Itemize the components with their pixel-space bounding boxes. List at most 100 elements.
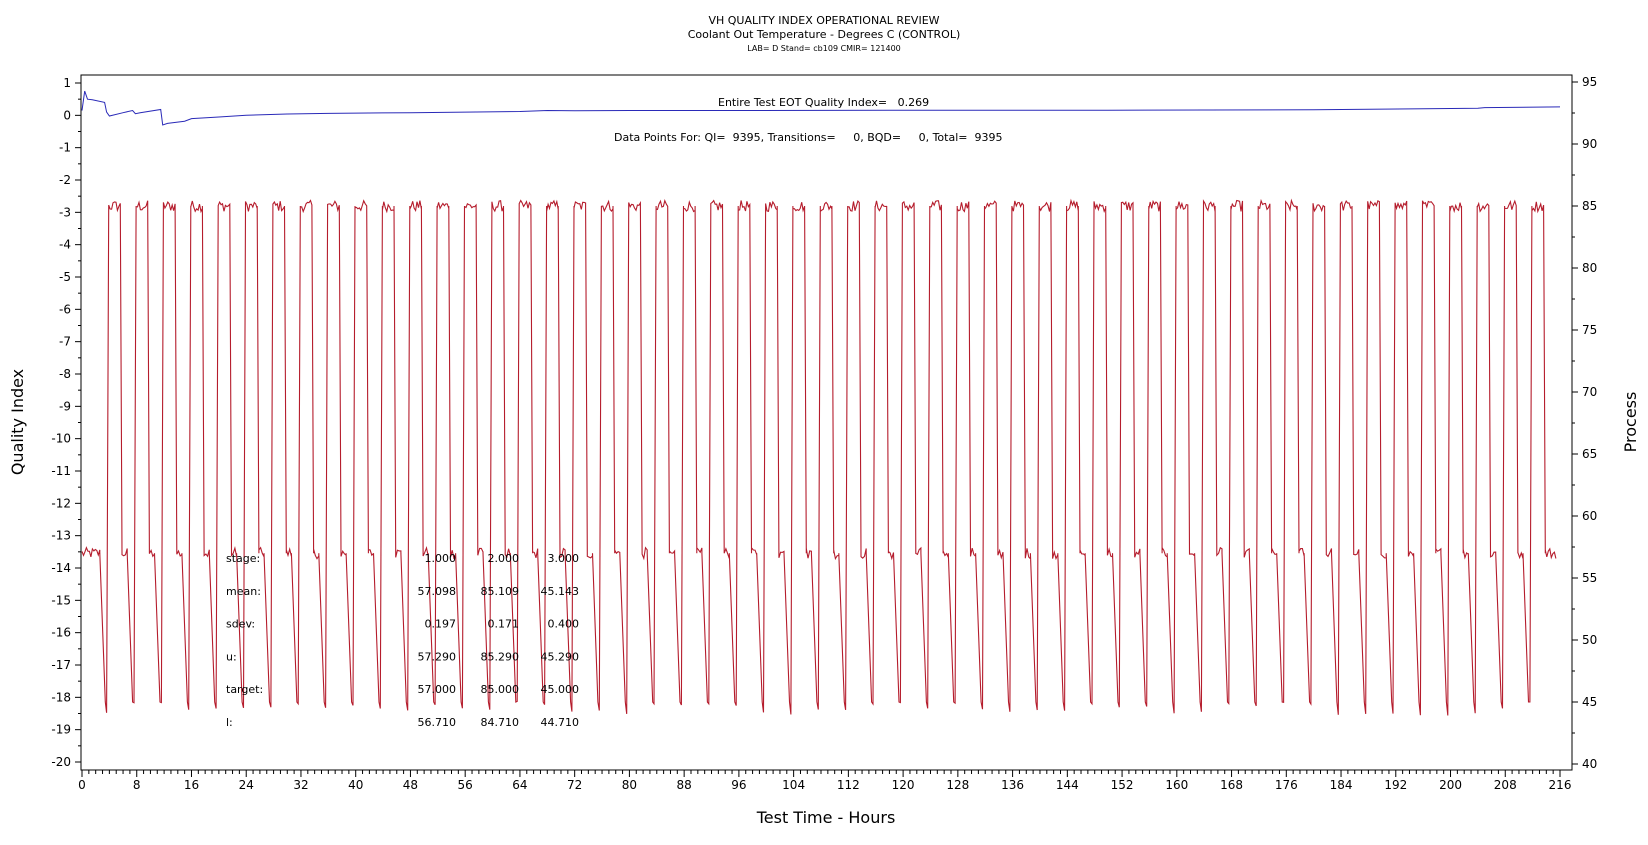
x-tick-label: 8: [133, 778, 141, 792]
y-right-tick-label: 60: [1582, 509, 1597, 523]
x-tick-label: 120: [892, 778, 915, 792]
x-tick-label: 64: [512, 778, 527, 792]
y-right-tick-label: 45: [1582, 695, 1597, 709]
stats-row-label: target:: [226, 683, 263, 696]
stats-table: stage: 1.000 2.000 3.000 mean: 57.098 85.109 45…: [226, 552, 579, 729]
series-layer: [81, 90, 1561, 716]
x-tick-label: 176: [1275, 778, 1298, 792]
stats-value: 84.710: [481, 716, 520, 729]
x-axis: 0 8 16 24 32 40 48 56 64 72 80 88 96 104 112 120 128 136 1…: [78, 770, 1571, 792]
stats-value: 2.000: [488, 552, 520, 565]
x-tick-label: 24: [239, 778, 254, 792]
x-tick-label: 48: [403, 778, 418, 792]
stats-value: 57.000: [418, 683, 457, 696]
y-axis-right: 95 90 85 80 75 70 65 60 55 50 45 40: [1572, 75, 1597, 771]
chart-title: VH QUALITY INDEX OPERATIONAL REVIEW: [708, 14, 939, 27]
chart-subtitle: Coolant Out Temperature - Degrees C (CON…: [688, 28, 961, 41]
y-left-tick-label: -7: [59, 335, 71, 349]
quality-index-line: [81, 90, 1561, 126]
x-tick-label: 152: [1111, 778, 1134, 792]
stats-value: 45.143: [541, 585, 580, 598]
stats-row-label: mean:: [226, 585, 261, 598]
y-right-tick-label: 80: [1582, 261, 1597, 275]
x-tick-label: 192: [1384, 778, 1407, 792]
x-tick-label: 96: [731, 778, 746, 792]
x-tick-label: 184: [1330, 778, 1353, 792]
x-tick-label: 208: [1494, 778, 1517, 792]
stats-value: 0.197: [425, 618, 457, 631]
y-left-tick-label: -1: [59, 141, 71, 155]
x-tick-label: 72: [567, 778, 582, 792]
stats-row-label: sdev:: [226, 618, 255, 631]
stats-value: 44.710: [541, 716, 580, 729]
y-left-tick-label: -20: [51, 755, 71, 769]
stats-value: 85.290: [481, 650, 520, 663]
y-left-tick-label: -16: [51, 626, 71, 640]
x-tick-label: 144: [1056, 778, 1079, 792]
x-tick-label: 160: [1165, 778, 1188, 792]
y-axis-right-title: Process: [1621, 392, 1640, 453]
y-left-tick-label: -10: [51, 432, 71, 446]
y-right-tick-label: 55: [1582, 571, 1597, 585]
y-left-tick-label: -3: [59, 205, 71, 219]
y-right-tick-label: 65: [1582, 447, 1597, 461]
stats-value: 45.290: [541, 650, 580, 663]
y-left-tick-label: -5: [59, 270, 71, 284]
x-tick-label: 88: [677, 778, 692, 792]
stats-value: 1.000: [425, 552, 457, 565]
data-points-annotation: Data Points For: QI= 9395, Transitions= …: [614, 131, 1002, 144]
stats-value: 45.000: [541, 683, 580, 696]
x-tick-label: 16: [184, 778, 199, 792]
x-tick-label: 0: [78, 778, 86, 792]
y-right-tick-label: 75: [1582, 323, 1597, 337]
stats-value: 85.109: [481, 585, 520, 598]
quality-index-annotation: Entire Test EOT Quality Index= 0.269: [718, 96, 929, 109]
stats-value: 57.290: [418, 650, 457, 663]
y-left-tick-label: 0: [63, 108, 71, 122]
x-tick-label: 112: [837, 778, 860, 792]
stats-value: 56.710: [418, 716, 457, 729]
y-right-tick-label: 50: [1582, 633, 1597, 647]
x-tick-label: 200: [1439, 778, 1462, 792]
y-right-tick-label: 90: [1582, 137, 1597, 151]
x-tick-label: 80: [622, 778, 637, 792]
y-right-tick-label: 40: [1582, 757, 1597, 771]
y-right-tick-label: 85: [1582, 199, 1597, 213]
y-left-tick-label: -8: [59, 367, 71, 381]
stats-row-label: stage:: [226, 552, 260, 565]
y-left-tick-label: -11: [51, 464, 71, 478]
y-left-tick-label: -12: [51, 496, 71, 510]
y-left-tick-label: 1: [63, 76, 71, 90]
x-tick-label: 104: [782, 778, 805, 792]
x-tick-label: 136: [1001, 778, 1024, 792]
y-left-tick-label: -6: [59, 302, 71, 316]
coolant-temperature-line: [81, 198, 1557, 716]
y-left-tick-label: -17: [51, 658, 71, 672]
y-left-tick-label: -13: [51, 529, 71, 543]
stats-value: 3.000: [548, 552, 580, 565]
chart-subtitle-2: LAB= D Stand= cb109 CMIR= 121400: [747, 44, 901, 53]
x-tick-label: 168: [1220, 778, 1243, 792]
x-tick-label: 56: [458, 778, 473, 792]
stats-row-label: u:: [226, 650, 237, 663]
y-left-tick-label: -15: [51, 593, 71, 607]
stats-value: 85.000: [481, 683, 520, 696]
y-axis-left-title: Quality Index: [8, 369, 27, 475]
x-tick-label: 32: [293, 778, 308, 792]
stats-value: 57.098: [418, 585, 457, 598]
x-tick-label: 128: [946, 778, 969, 792]
y-left-tick-label: -14: [51, 561, 71, 575]
y-left-tick-label: -18: [51, 690, 71, 704]
y-right-tick-label: 95: [1582, 75, 1597, 89]
y-left-tick-label: -9: [59, 399, 71, 413]
y-left-tick-label: -4: [59, 238, 71, 252]
y-right-tick-label: 70: [1582, 385, 1597, 399]
plot-frame: [80, 74, 1573, 771]
stats-value: 0.171: [488, 618, 520, 631]
x-tick-label: 216: [1549, 778, 1572, 792]
stats-value: 0.400: [548, 618, 580, 631]
stats-row-label: l:: [226, 716, 233, 729]
y-axis-left: 1 0 -1 -2 -3 -4 -5 -6 -7 -8 -9 -10 -11 -12 -13 -14 -15 -1…: [51, 76, 81, 769]
